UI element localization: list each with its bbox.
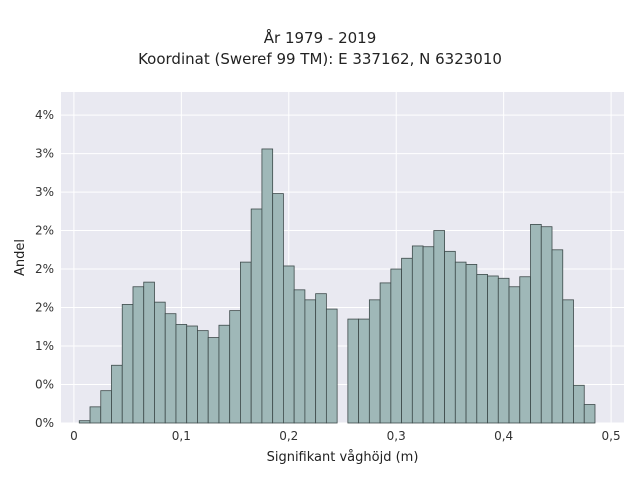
x-tick-label: 0,3	[387, 429, 406, 443]
histogram-bar	[497, 277, 510, 424]
histogram-bar	[487, 275, 499, 424]
histogram-bar	[121, 304, 134, 424]
histogram-bar	[143, 281, 155, 424]
histogram-bar	[315, 293, 327, 424]
x-tick-label: 0	[70, 429, 78, 443]
histogram-bar	[111, 364, 123, 424]
histogram-bar	[164, 313, 177, 424]
histogram-bar	[368, 299, 381, 424]
x-tick-label: 0,4	[494, 429, 513, 443]
histogram-bar	[401, 257, 413, 424]
histogram-bar	[562, 299, 574, 424]
histogram-bar	[519, 276, 531, 424]
histogram-bar	[175, 324, 188, 424]
histogram-bar	[411, 245, 424, 424]
histogram-bar	[293, 289, 306, 424]
histogram-bar	[218, 324, 231, 424]
histogram-bar	[283, 265, 295, 424]
histogram-bar	[573, 384, 585, 424]
histogram-bar	[422, 246, 435, 424]
y-tick-label: 2%	[35, 262, 54, 276]
y-tick-label: 3%	[35, 185, 54, 199]
histogram-bar	[551, 249, 564, 424]
histogram-bar	[197, 330, 209, 424]
histogram-bar	[325, 308, 338, 424]
histogram-bar	[78, 420, 91, 424]
histogram-bar	[154, 301, 166, 424]
histogram-bar	[272, 193, 284, 424]
y-tick-label: 2%	[35, 224, 54, 238]
histogram-bar	[347, 318, 360, 424]
y-tick-label: 4%	[35, 108, 54, 122]
histogram-bar	[186, 325, 198, 424]
histogram-bar	[508, 286, 521, 424]
histogram-bar	[207, 337, 220, 424]
y-axis-label: Andel	[13, 239, 28, 276]
y-tick-label: 3%	[35, 147, 54, 161]
histogram-bar	[379, 282, 392, 424]
histogram-bar	[304, 299, 317, 424]
histogram-bar	[583, 404, 596, 424]
histogram-bar	[433, 230, 445, 424]
histogram-bar	[476, 274, 488, 424]
x-tick-label: 0,1	[172, 429, 191, 443]
histogram-bar	[229, 310, 241, 424]
histogram-bar	[465, 264, 478, 424]
x-tick-label: 0,2	[279, 429, 298, 443]
chart-title-coordinate: Koordinat (Sweref 99 TM): E 337162, N 63…	[138, 50, 502, 68]
histogram-bar	[530, 223, 542, 424]
histogram-bar	[89, 406, 102, 424]
histogram-bar	[358, 318, 370, 424]
x-tick-label: 0,5	[602, 429, 621, 443]
histogram-bar	[540, 226, 553, 424]
histogram-bar	[132, 286, 145, 424]
histogram-bar	[261, 148, 274, 424]
x-axis-label: Signifikant våghöjd (m)	[267, 450, 419, 465]
y-tick-label: 0%	[35, 416, 54, 430]
histogram-bar	[250, 208, 263, 424]
histogram-bar	[240, 261, 252, 424]
histogram-bar	[100, 390, 112, 424]
chart-title-years: År 1979 - 2019	[263, 29, 377, 47]
histogram-bar	[444, 250, 456, 424]
histogram-bar	[454, 261, 467, 424]
y-tick-label: 1%	[35, 339, 54, 353]
y-tick-label: 0%	[35, 378, 54, 392]
y-tick-label: 2%	[35, 301, 54, 315]
histogram-bar	[390, 268, 402, 424]
